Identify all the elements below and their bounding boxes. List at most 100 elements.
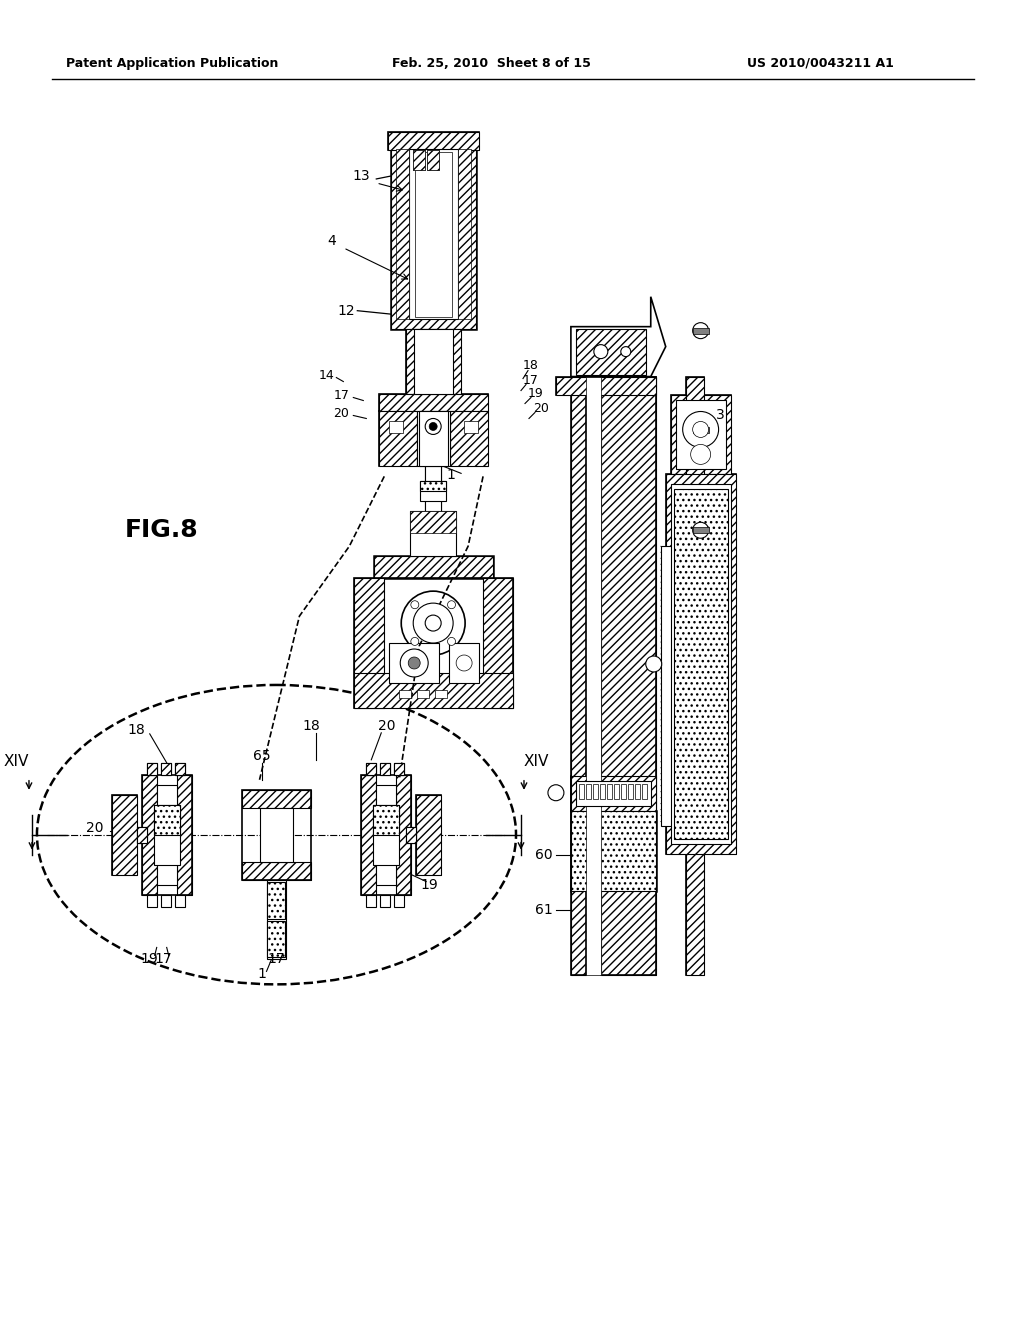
- Bar: [376, 785, 396, 884]
- Circle shape: [401, 591, 465, 655]
- Bar: [259, 808, 294, 862]
- Bar: [146, 895, 157, 907]
- Bar: [394, 763, 404, 775]
- Bar: [425, 466, 441, 556]
- Bar: [671, 484, 730, 843]
- Bar: [391, 144, 476, 329]
- Polygon shape: [571, 297, 666, 376]
- Bar: [692, 527, 709, 533]
- Text: 60: 60: [536, 847, 553, 862]
- Bar: [642, 784, 647, 799]
- Circle shape: [411, 601, 419, 609]
- Bar: [379, 412, 417, 466]
- Bar: [161, 895, 171, 907]
- Bar: [575, 780, 650, 805]
- Bar: [571, 776, 655, 810]
- Circle shape: [646, 656, 662, 672]
- Bar: [601, 376, 655, 975]
- Bar: [389, 643, 439, 682]
- Bar: [420, 482, 446, 491]
- Text: 3: 3: [716, 408, 725, 422]
- Bar: [354, 578, 513, 708]
- Bar: [686, 376, 703, 975]
- Circle shape: [683, 412, 719, 447]
- Circle shape: [456, 655, 472, 671]
- Bar: [621, 784, 626, 799]
- Bar: [388, 132, 479, 150]
- Circle shape: [692, 422, 709, 438]
- Bar: [671, 395, 730, 474]
- Bar: [427, 150, 439, 170]
- Bar: [660, 546, 679, 826]
- Bar: [367, 763, 376, 775]
- Bar: [380, 763, 390, 775]
- Bar: [414, 150, 425, 170]
- Circle shape: [692, 523, 709, 539]
- Bar: [137, 826, 146, 842]
- Bar: [380, 895, 390, 907]
- Bar: [571, 376, 586, 975]
- Bar: [161, 763, 171, 775]
- Bar: [416, 795, 441, 875]
- Circle shape: [692, 322, 709, 339]
- Text: 17: 17: [523, 374, 539, 387]
- Bar: [388, 132, 479, 150]
- Bar: [692, 327, 709, 334]
- Bar: [671, 395, 730, 474]
- Circle shape: [425, 418, 441, 434]
- Bar: [435, 690, 447, 698]
- Bar: [676, 400, 726, 470]
- Text: 61: 61: [536, 903, 553, 916]
- Bar: [416, 795, 441, 875]
- Bar: [586, 784, 591, 799]
- Text: 19: 19: [420, 878, 438, 891]
- Circle shape: [400, 649, 428, 677]
- Circle shape: [692, 421, 709, 437]
- Bar: [361, 775, 412, 895]
- Bar: [267, 882, 286, 920]
- Bar: [458, 149, 471, 318]
- Text: Feb. 25, 2010  Sheet 8 of 15: Feb. 25, 2010 Sheet 8 of 15: [391, 57, 591, 70]
- Bar: [379, 393, 488, 412]
- Bar: [571, 376, 586, 975]
- Bar: [175, 895, 184, 907]
- Bar: [354, 578, 384, 708]
- Text: 65: 65: [253, 748, 270, 763]
- Bar: [427, 150, 439, 170]
- Bar: [141, 775, 191, 895]
- Bar: [556, 376, 655, 395]
- Bar: [394, 763, 404, 775]
- Bar: [415, 329, 454, 393]
- Text: 17: 17: [155, 953, 172, 966]
- Text: 17: 17: [267, 953, 286, 966]
- Bar: [154, 805, 179, 834]
- Bar: [146, 763, 157, 775]
- Text: 1: 1: [446, 469, 456, 482]
- Bar: [137, 826, 146, 842]
- Bar: [420, 482, 446, 502]
- Circle shape: [621, 347, 631, 356]
- Bar: [692, 428, 709, 433]
- Bar: [375, 556, 493, 578]
- Bar: [146, 763, 157, 775]
- Text: FIG.8: FIG.8: [125, 519, 199, 543]
- Bar: [175, 763, 184, 775]
- Text: XIV: XIV: [524, 754, 549, 770]
- Bar: [674, 490, 728, 838]
- Text: US 2010/0043211 A1: US 2010/0043211 A1: [746, 57, 894, 70]
- Text: 17: 17: [334, 389, 349, 403]
- Text: 18: 18: [302, 719, 321, 733]
- Bar: [367, 763, 376, 775]
- Bar: [407, 826, 416, 842]
- Bar: [354, 673, 513, 708]
- Bar: [396, 775, 412, 895]
- Bar: [411, 511, 456, 556]
- Bar: [451, 412, 488, 466]
- Bar: [613, 784, 618, 799]
- Text: 4: 4: [327, 234, 336, 248]
- Text: 12: 12: [338, 304, 355, 318]
- Bar: [407, 329, 461, 393]
- Circle shape: [414, 603, 454, 643]
- Bar: [379, 393, 488, 412]
- Bar: [407, 329, 461, 393]
